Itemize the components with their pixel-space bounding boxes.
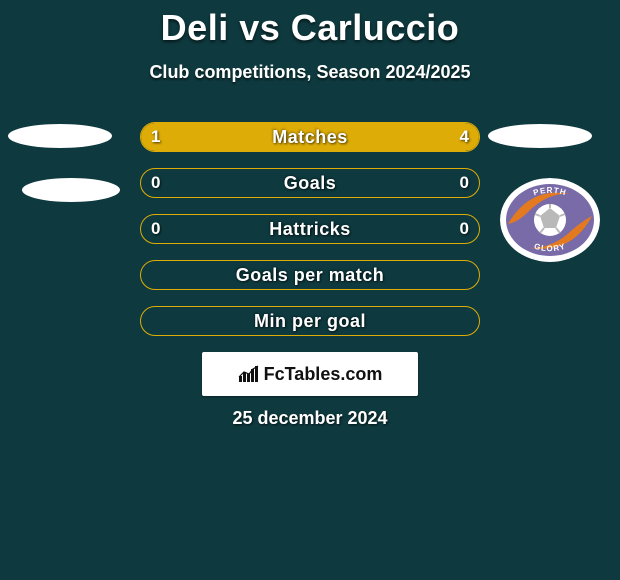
player-left-ellipse-2 [22,178,120,202]
comparison-bars: Matches14Goals00Hattricks00Goals per mat… [140,122,480,352]
infographic-root: Deli vs Carluccio Club competitions, Sea… [0,0,620,580]
stat-value-right: 0 [460,215,469,243]
stat-row: Matches1 4 [140,122,480,152]
stat-value-left: 1 [151,123,160,151]
stat-label: Goals per match [141,261,479,289]
stat-label: Goals [141,169,479,197]
stat-label: Hattricks [141,215,479,243]
stat-value-right: 0 [460,169,469,197]
stat-label: Matches [141,123,479,151]
stat-row: Hattricks0 0 [140,214,480,244]
club-badge-svg: PERTH GLORY [500,178,600,262]
brand-text: FcTables.com [264,364,383,385]
stat-value-left: 0 [151,215,160,243]
bars-icon [238,365,260,383]
brand-label: FcTables.com [238,364,383,385]
stat-row: Goals0 0 [140,168,480,198]
page-title: Deli vs Carluccio [0,7,620,49]
player-left-ellipse-1 [8,124,112,148]
stat-row: Min per goal [140,306,480,336]
stat-value-right: 4 [460,123,469,151]
player-right-ellipse [488,124,592,148]
brand-box: FcTables.com [202,352,418,396]
club-badge-perth-glory: PERTH GLORY [500,178,600,262]
stat-value-left: 0 [151,169,160,197]
page-subtitle: Club competitions, Season 2024/2025 [0,62,620,83]
stat-label: Min per goal [141,307,479,335]
footer-date: 25 december 2024 [0,408,620,429]
stat-row: Goals per match [140,260,480,290]
